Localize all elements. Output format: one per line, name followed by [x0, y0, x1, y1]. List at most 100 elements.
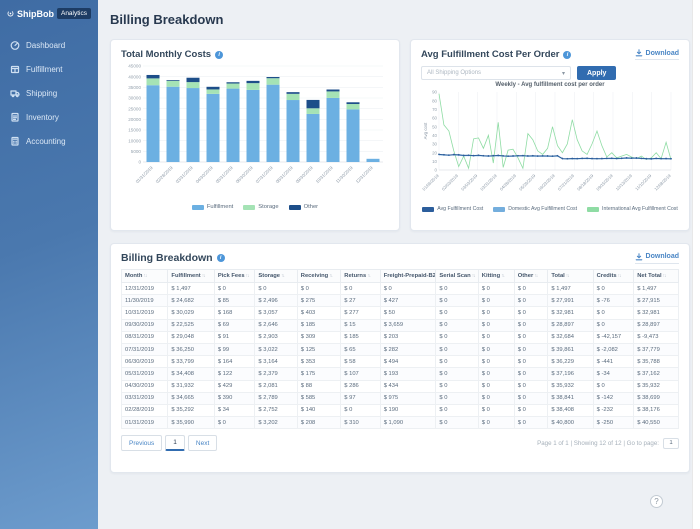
sidebar-item-dashboard[interactable]: Dashboard [0, 33, 98, 57]
table-row: 02/28/2019 $ 35,292 $ 34 $ 2,752 $ 140 $ 0 $ 1… [120, 403, 679, 418]
svg-text:0: 0 [138, 160, 141, 165]
svg-text:40: 40 [432, 133, 437, 138]
sort-icon[interactable]: ↑↓ [367, 273, 371, 279]
column-header[interactable]: Storage↑↓ [254, 269, 298, 283]
table-cell: $ 38,408 [547, 403, 594, 418]
table-cell: 06/30/2019 [120, 355, 169, 369]
svg-text:0: 0 [435, 168, 438, 173]
table-cell: $ 0 [435, 355, 479, 369]
column-header[interactable]: Receiving↑↓ [296, 269, 342, 283]
table-cell: $ 1,497 [547, 281, 594, 296]
sort-icon[interactable]: ↑↓ [471, 273, 476, 279]
column-header[interactable]: Freight-Prepaid-B2B↑↓ [379, 269, 437, 283]
legend-item[interactable]: International Avg Fulfillment Cost [587, 206, 678, 212]
sidebar-item-shipping[interactable]: Shipping [0, 81, 98, 105]
total-monthly-costs-card: Total Monthly Costs i 0 5000 10000 15000 200… [110, 39, 400, 231]
column-header[interactable]: Returns↑↓ [340, 269, 381, 283]
column-header[interactable]: Credits↑↓ [592, 269, 635, 283]
table-cell: $ -34 [592, 367, 635, 381]
legend-item[interactable]: Avg Fulfillment Cost [422, 206, 483, 212]
table-cell: $ -250 [592, 416, 635, 430]
legend-label: Other [303, 204, 319, 210]
table-cell: 10/31/2019 [120, 306, 169, 320]
apply-button[interactable]: Apply [577, 66, 617, 80]
sort-icon[interactable]: ↑↓ [617, 273, 622, 279]
table-row: 09/30/2019 $ 22,525 $ 69 $ 2,646 $ 185 $ 15 $ … [120, 318, 679, 332]
brand[interactable]: ShipBob Analytics [0, 8, 98, 33]
svg-text:06/23/2019: 06/23/2019 [537, 173, 556, 192]
sort-icon[interactable]: ↑↓ [245, 273, 250, 279]
legend-item[interactable]: Storage [243, 204, 279, 210]
table-cell: $ 107 [340, 367, 381, 381]
shipping-options-select[interactable]: All Shipping Options ▾ [421, 66, 571, 80]
svg-text:25000: 25000 [128, 106, 141, 111]
info-icon[interactable]: i [215, 50, 224, 59]
shipping-icon [10, 90, 20, 98]
column-header[interactable]: Serial Scan↑↓ [435, 269, 479, 283]
legend-item[interactable]: Domestic Avg Fulfillment Cost [493, 206, 577, 212]
svg-text:11/10/2019: 11/10/2019 [634, 173, 653, 192]
legend-label: Fulfillment [206, 204, 234, 210]
table-download-button[interactable]: Download [634, 252, 679, 264]
goto-page-input[interactable] [663, 437, 679, 449]
table-cell: $ 2,903 [254, 330, 298, 344]
table-row: 08/31/2019 $ 29,048 $ 91 $ 2,903 $ 309 $ 185 $… [120, 330, 679, 344]
sidebar-item-accounting[interactable]: Accounting [0, 129, 98, 153]
legend-item[interactable]: Other [288, 204, 319, 210]
info-icon[interactable]: i [216, 254, 225, 262]
table-cell: 12/31/2019 [120, 281, 169, 296]
avg-download-button[interactable]: Download [634, 49, 679, 60]
sidebar-item-fulfillment[interactable]: Fulfillment [0, 57, 98, 81]
previous-page-button[interactable]: Previous [121, 435, 163, 452]
info-icon[interactable]: i [563, 50, 572, 59]
column-header[interactable]: Net Total↑↓ [633, 269, 679, 283]
column-header[interactable]: Other↑↓ [513, 269, 549, 283]
sort-icon[interactable]: ↑↓ [329, 273, 333, 279]
table-cell: $ 168 [213, 306, 256, 320]
sort-icon[interactable]: ↑↓ [143, 273, 147, 279]
table-cell: $ 50 [379, 306, 437, 320]
column-header[interactable]: Pick Fees↑↓ [213, 269, 256, 283]
table-cell: 05/31/2019 [120, 367, 169, 381]
table-cell: $ 125 [296, 342, 342, 357]
line-chart-legend: Avg Fulfillment Cost Domestic Avg Fulfill… [421, 206, 679, 212]
table-cell: $ 32,981 [547, 306, 594, 320]
svg-text:12/08/2019: 12/08/2019 [653, 173, 672, 192]
sort-icon[interactable]: ↑↓ [662, 273, 667, 279]
sort-icon[interactable]: ↑↓ [534, 273, 538, 279]
table-cell: 08/31/2019 [120, 330, 169, 344]
table-cell: $ 0 [435, 330, 479, 344]
sort-icon[interactable]: ↑↓ [281, 273, 285, 279]
table-cell: $ 35,788 [633, 355, 679, 369]
svg-text:35000: 35000 [128, 85, 141, 90]
legend-item[interactable]: Fulfillment [191, 204, 234, 210]
table-cell: $ 0 [435, 306, 479, 320]
next-page-button[interactable]: Next [187, 435, 218, 452]
dashboard-icon [10, 41, 20, 50]
help-button[interactable]: ? [650, 495, 663, 508]
sort-icon[interactable]: ↑↓ [501, 273, 505, 279]
table-cell: $ -9,473 [633, 330, 679, 344]
table-cell: $ 0 [477, 379, 515, 393]
fulfillment-icon [10, 65, 20, 74]
legend-swatch [288, 204, 301, 210]
table-cell: 11/30/2019 [120, 294, 169, 308]
table-cell: $ 0 [477, 342, 515, 357]
bar-chart-legend: Fulfillment Storage Other [121, 204, 389, 210]
column-header[interactable]: Total↑↓ [547, 269, 594, 283]
sidebar-item-label: Accounting [26, 136, 66, 146]
table-cell: $ 88 [296, 379, 342, 393]
scrollbar-track[interactable] [692, 0, 700, 529]
column-header[interactable]: Fulfillment↑↓ [167, 269, 215, 283]
sidebar-item-inventory[interactable]: Inventory [0, 105, 98, 129]
column-header[interactable]: Month↑↓ [120, 269, 169, 283]
inventory-icon [11, 112, 19, 122]
table-cell: $ 99 [213, 342, 256, 357]
sidebar: ShipBob Analytics Dashboard Fulfillment Sh… [0, 0, 98, 529]
sort-icon[interactable]: ↑↓ [565, 273, 570, 279]
table-cell: $ 0 [592, 281, 635, 296]
table-cell: $ 0 [513, 367, 549, 381]
column-header[interactable]: Kitting↑↓ [477, 269, 515, 283]
sort-icon[interactable]: ↑↓ [201, 273, 206, 279]
page-1-button[interactable]: 1 [165, 435, 185, 452]
